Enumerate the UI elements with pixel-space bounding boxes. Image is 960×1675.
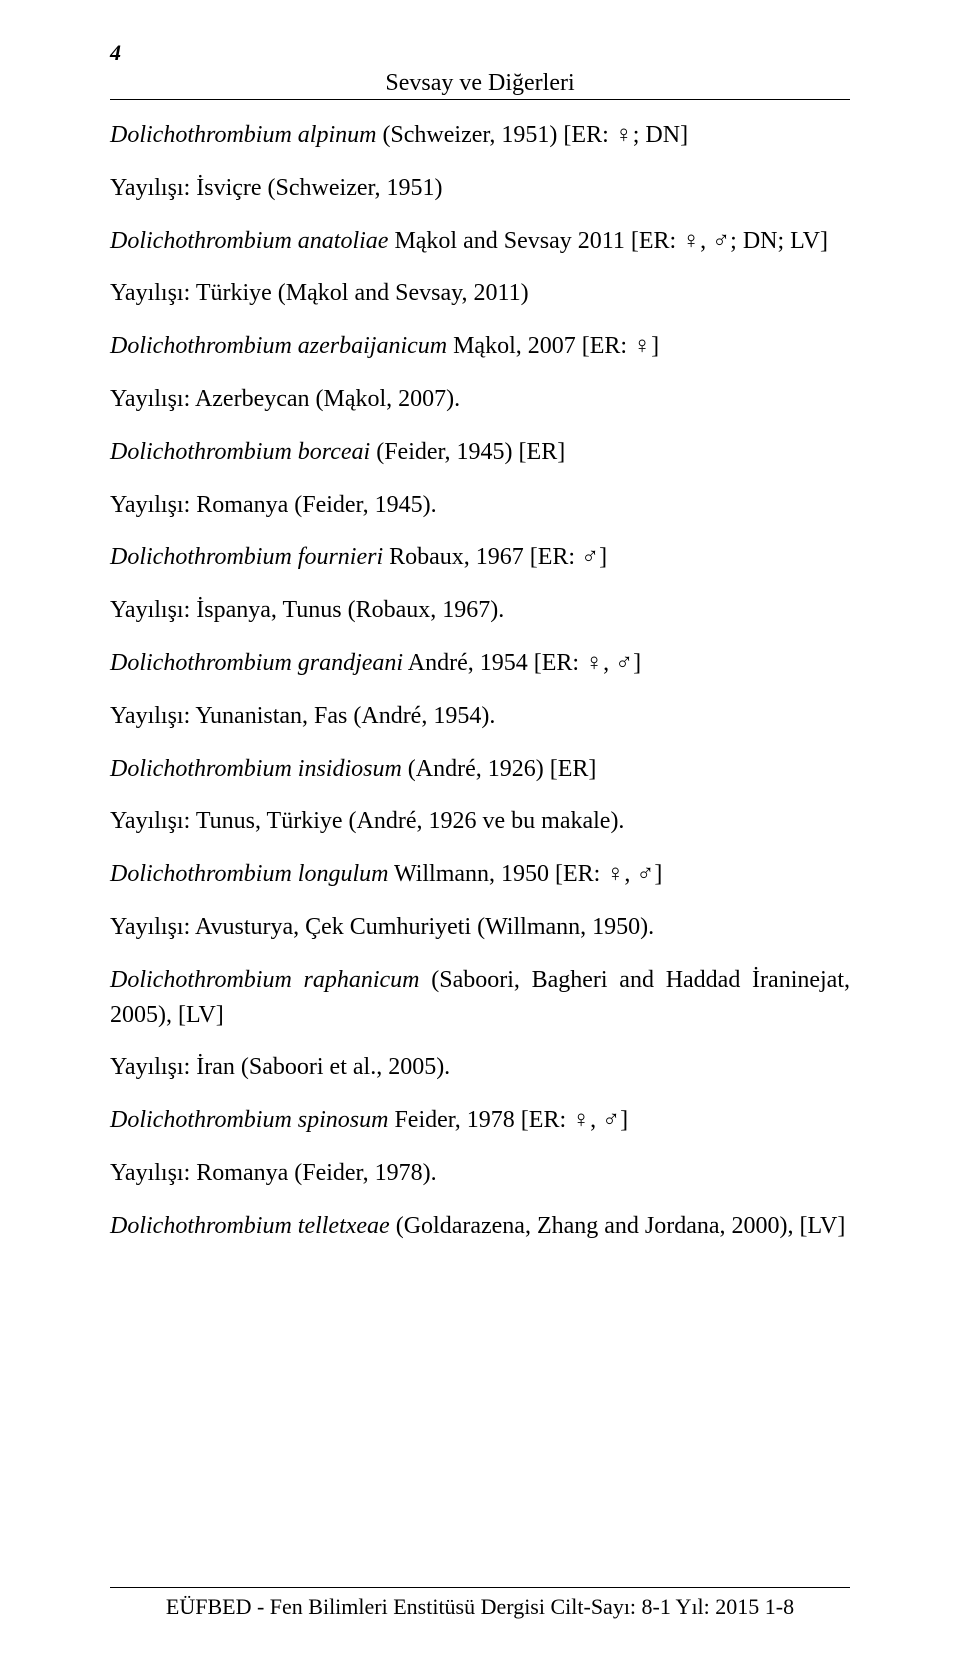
species-entry: Dolichothrombium grandjeani André, 1954 … [110,646,850,681]
entry-rest: André, 1954 [ER: ♀, ♂] [403,650,641,676]
species-entry: Dolichothrombium anatoliae Mąkol and Sev… [110,224,850,259]
header-rule [110,99,850,100]
entry-rest: Feider, 1978 [ER: ♀, ♂] [388,1107,628,1133]
species-entry: Dolichothrombium insidiosum (André, 1926… [110,752,850,787]
entry-rest: Mąkol and Sevsay 2011 [ER: ♀, ♂; DN; LV] [388,228,828,254]
species-entry: Dolichothrombium azerbaijanicum Mąkol, 2… [110,329,850,364]
entry-rest: Mąkol, 2007 [ER: ♀] [447,333,659,359]
page-footer: EÜFBED - Fen Bilimleri Enstitüsü Dergisi… [110,1587,850,1620]
running-header: Sevsay ve Diğerleri [110,70,850,97]
species-entry: Dolichothrombium borceai (Feider, 1945) … [110,435,850,470]
species-entry: Dolichothrombium alpinum (Schweizer, 195… [110,118,850,153]
species-entry: Dolichothrombium raphanicum (Saboori, Ba… [110,963,850,1033]
distribution-entry: Yayılışı: Yunanistan, Fas (André, 1954). [110,699,850,734]
distribution-entry: Yayılışı: Romanya (Feider, 1945). [110,488,850,523]
entry-rest: (Schweizer, 1951) [ER: ♀; DN] [376,122,688,148]
distribution-entry: Yayılışı: Romanya (Feider, 1978). [110,1156,850,1191]
species-name: Dolichothrombium insidiosum [110,756,402,782]
distribution-entry: Yayılışı: İspanya, Tunus (Robaux, 1967). [110,593,850,628]
species-entry: Dolichothrombium fournieri Robaux, 1967 … [110,540,850,575]
species-name: Dolichothrombium longulum [110,861,388,887]
entry-rest: (Feider, 1945) [ER] [370,439,565,465]
species-name: Dolichothrombium azerbaijanicum [110,333,447,359]
entry-rest: Robaux, 1967 [ER: ♂] [383,544,607,570]
species-name: Dolichothrombium spinosum [110,1107,388,1133]
distribution-entry: Yayılışı: Tunus, Türkiye (André, 1926 ve… [110,804,850,839]
species-name: Dolichothrombium grandjeani [110,650,403,676]
distribution-entry: Yayılışı: Azerbeycan (Mąkol, 2007). [110,382,850,417]
footer-rule [110,1587,850,1588]
distribution-entry: Yayılışı: İsviçre (Schweizer, 1951) [110,171,850,206]
distribution-entry: Yayılışı: İran (Saboori et al., 2005). [110,1050,850,1085]
page-number: 4 [110,40,121,66]
species-entry: Dolichothrombium longulum Willmann, 1950… [110,857,850,892]
distribution-entry: Yayılışı: Avusturya, Çek Cumhuriyeti (Wi… [110,910,850,945]
species-name: Dolichothrombium raphanicum [110,967,420,993]
species-name: Dolichothrombium borceai [110,439,370,465]
entry-rest: (André, 1926) [ER] [402,756,597,782]
entry-rest: (Goldarazena, Zhang and Jordana, 2000), … [390,1213,846,1239]
footer-text: EÜFBED - Fen Bilimleri Enstitüsü Dergisi… [110,1594,850,1620]
species-name: Dolichothrombium telletxeae [110,1213,390,1239]
distribution-entry: Yayılışı: Türkiye (Mąkol and Sevsay, 201… [110,276,850,311]
species-name: Dolichothrombium fournieri [110,544,383,570]
entry-rest: Willmann, 1950 [ER: ♀, ♂] [388,861,662,887]
species-name: Dolichothrombium anatoliae [110,228,388,254]
page: 4 Sevsay ve Diğerleri Dolichothrombium a… [0,0,960,1675]
species-entry: Dolichothrombium telletxeae (Goldarazena… [110,1209,850,1244]
species-name: Dolichothrombium alpinum [110,122,376,148]
species-entry: Dolichothrombium spinosum Feider, 1978 [… [110,1103,850,1138]
